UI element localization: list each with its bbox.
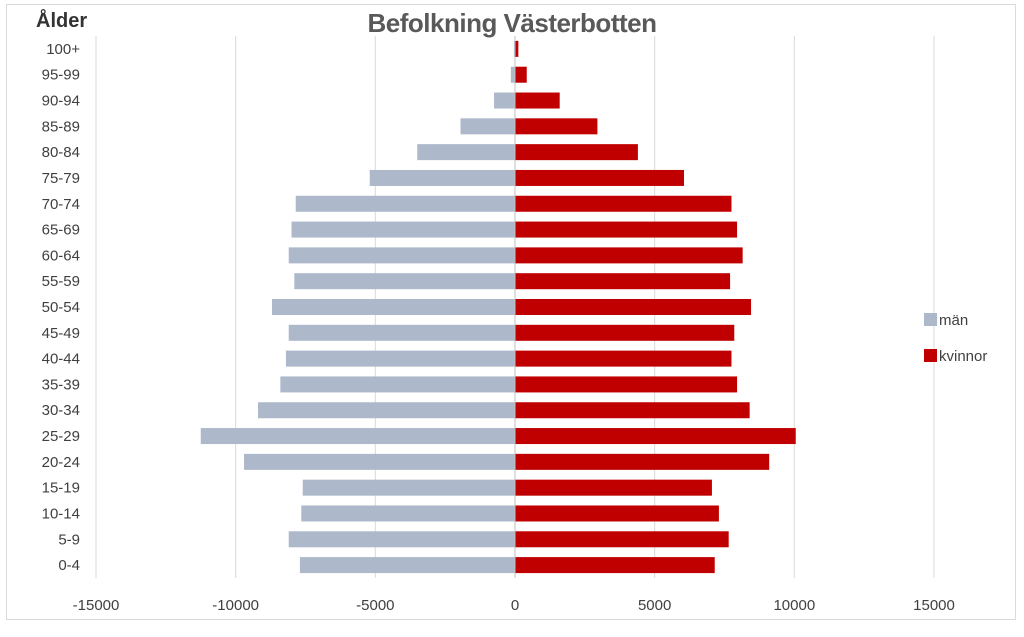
bar-men: [271, 298, 515, 316]
bar-women: [515, 144, 638, 161]
x-tick-label: 15000: [913, 597, 955, 614]
y-axis-label: Ålder: [36, 10, 88, 32]
y-tick-label: 55-59: [42, 273, 80, 290]
x-tick-label: 0: [511, 597, 519, 614]
y-tick-label: 95-99: [42, 67, 80, 84]
bar-men: [299, 557, 515, 574]
legend-swatch-men: [924, 313, 937, 326]
bar-women: [515, 92, 560, 109]
bar-men: [494, 92, 515, 109]
bar-women: [515, 402, 750, 419]
x-tick-label: -5000: [356, 597, 394, 614]
bar-women: [515, 273, 731, 290]
y-tick-label: 80-84: [42, 144, 80, 161]
y-tick-label: 5-9: [58, 531, 80, 548]
bar-women: [515, 453, 770, 470]
bar-men: [369, 169, 515, 186]
bar-men: [301, 505, 515, 522]
bar-men: [295, 195, 515, 212]
bar-men: [280, 376, 515, 393]
x-tick-label: 10000: [773, 597, 815, 614]
y-tick-label: 100+: [46, 41, 80, 58]
bar-women: [515, 66, 527, 83]
legend-item-men: män: [924, 312, 968, 329]
x-tick-label: -15000: [73, 597, 120, 614]
bar-women: [515, 324, 735, 341]
bar-women: [515, 428, 796, 445]
bar-women: [515, 118, 598, 135]
bar-women: [515, 531, 729, 548]
y-tick-label: 45-49: [42, 325, 80, 342]
legend-label-women: kvinnor: [939, 348, 988, 365]
chart-frame: [6, 4, 1016, 620]
bar-women: [515, 169, 684, 186]
bar-women: [515, 376, 738, 393]
bar-men: [285, 350, 515, 367]
y-tick-label: 15-19: [42, 480, 80, 497]
bar-women: [515, 350, 732, 367]
bar-men: [200, 428, 515, 445]
bar-men: [417, 144, 515, 161]
bar-men: [288, 247, 515, 264]
y-tick-label: 40-44: [42, 351, 80, 368]
y-tick-label: 50-54: [42, 299, 80, 316]
y-tick-label: 10-14: [42, 505, 80, 522]
bar-men: [291, 221, 515, 238]
legend-item-women: kvinnor: [924, 348, 987, 365]
bar-women: [515, 221, 738, 238]
bar-women: [515, 479, 712, 496]
bar-men: [288, 324, 515, 341]
y-tick-label: 85-89: [42, 118, 80, 135]
bar-men: [510, 66, 515, 83]
bar-men: [244, 453, 515, 470]
bar-men: [302, 479, 515, 496]
y-tick-label: 60-64: [42, 247, 80, 264]
legend-swatch-women: [924, 349, 937, 362]
bar-women: [515, 40, 519, 57]
x-tick-label: -10000: [212, 597, 259, 614]
bar-women: [515, 247, 743, 264]
chart-title: Befolkning Västerbotten: [367, 8, 657, 38]
y-tick-label: 25-29: [42, 428, 80, 445]
bar-men: [258, 402, 515, 419]
bar-men: [288, 531, 515, 548]
y-tick-label: 75-79: [42, 170, 80, 187]
bar-men: [294, 273, 515, 290]
bar-men: [460, 118, 515, 135]
x-tick-label: 5000: [638, 597, 671, 614]
bar-women: [515, 557, 715, 574]
y-tick-label: 70-74: [42, 196, 80, 213]
y-tick-label: 35-39: [42, 376, 80, 393]
y-tick-label: 90-94: [42, 93, 80, 110]
legend-label-men: män: [939, 312, 969, 329]
y-tick-label: 20-24: [42, 454, 80, 471]
bar-men: [513, 40, 515, 57]
bar-women: [515, 505, 719, 522]
y-tick-label: 65-69: [42, 222, 80, 239]
y-tick-label: 0-4: [58, 557, 80, 574]
y-tick-label: 30-34: [42, 402, 80, 419]
bar-women: [515, 298, 752, 316]
bar-women: [515, 195, 732, 212]
